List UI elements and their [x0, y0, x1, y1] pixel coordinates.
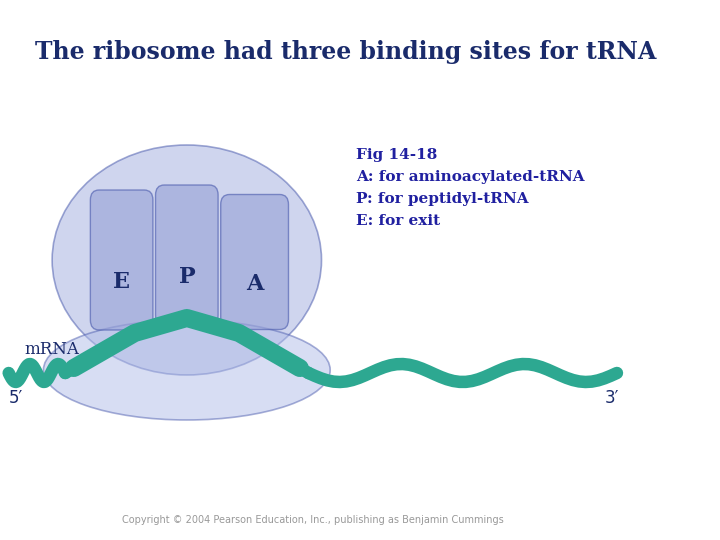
- Ellipse shape: [52, 145, 322, 375]
- Text: P: for peptidyl-tRNA: P: for peptidyl-tRNA: [356, 192, 529, 206]
- Text: 5′: 5′: [9, 389, 23, 407]
- Text: E: E: [113, 271, 130, 293]
- FancyBboxPatch shape: [156, 185, 218, 325]
- Text: The ribosome had three binding sites for tRNA: The ribosome had three binding sites for…: [35, 40, 656, 64]
- Text: mRNA: mRNA: [24, 341, 79, 359]
- Text: E: for exit: E: for exit: [356, 214, 441, 228]
- Text: 3′: 3′: [604, 389, 618, 407]
- FancyBboxPatch shape: [91, 190, 153, 330]
- Text: A: for aminoacylated-tRNA: A: for aminoacylated-tRNA: [356, 170, 585, 184]
- Ellipse shape: [43, 320, 330, 420]
- Text: Copyright © 2004 Pearson Education, Inc., publishing as Benjamin Cummings: Copyright © 2004 Pearson Education, Inc.…: [122, 515, 504, 525]
- Text: P: P: [179, 266, 195, 288]
- Text: A: A: [246, 273, 264, 295]
- FancyBboxPatch shape: [221, 194, 289, 329]
- Text: Fig 14-18: Fig 14-18: [356, 148, 438, 162]
